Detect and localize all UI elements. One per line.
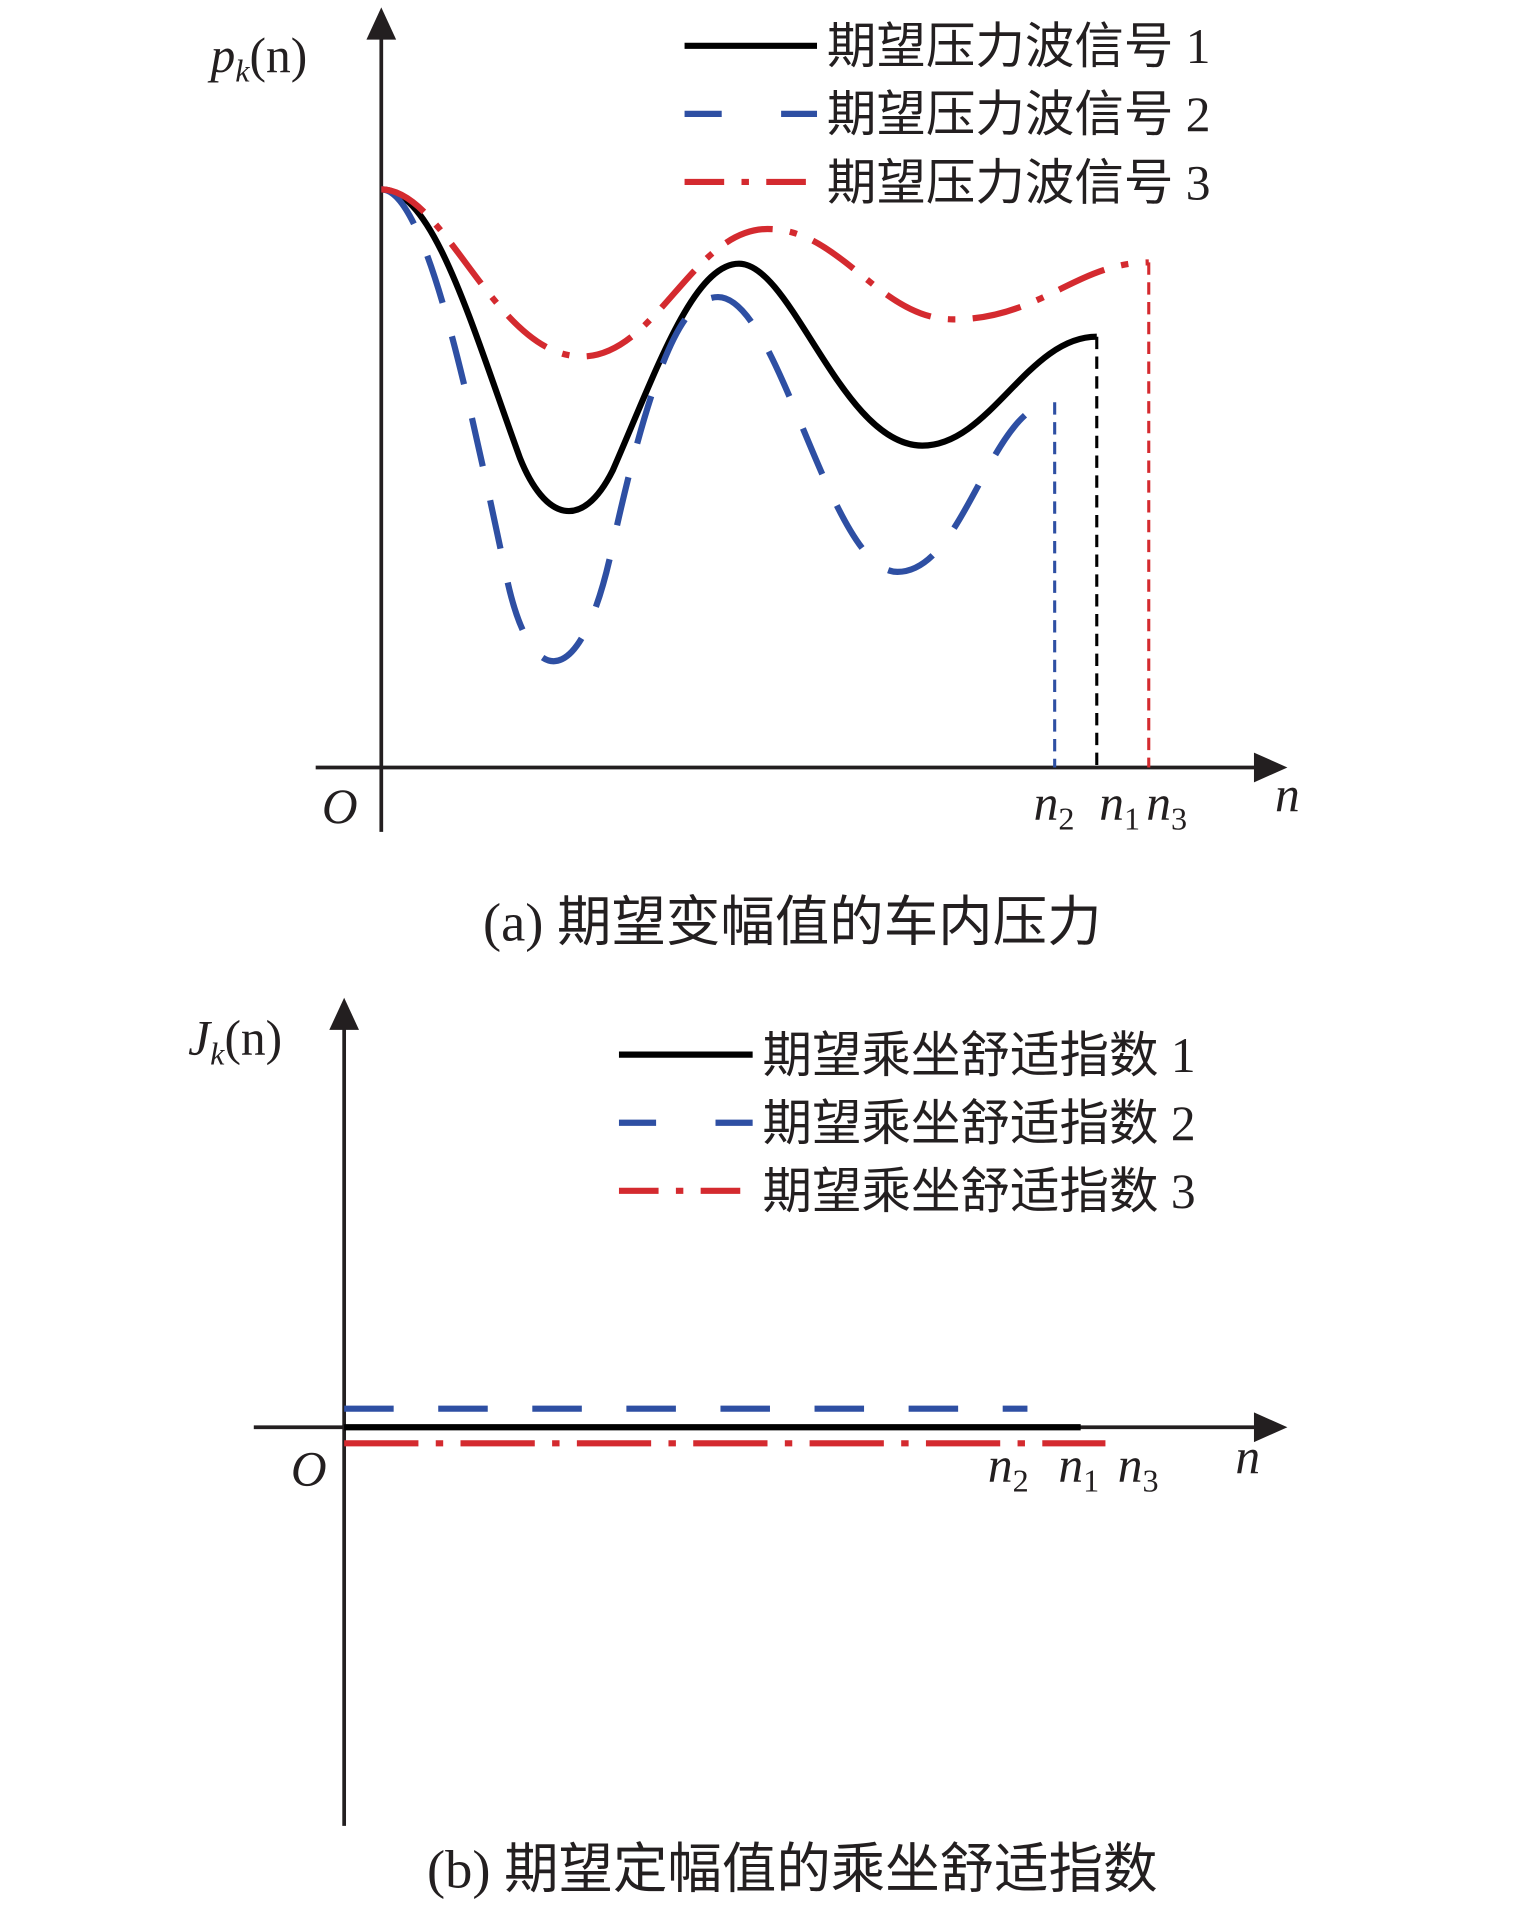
y-label-sub: k (210, 1036, 225, 1072)
caption: (b) 期望定幅值的乘坐舒适指数 (427, 1839, 1158, 1900)
end-label: n1 (1058, 1438, 1099, 1499)
x-label: n (1275, 767, 1300, 822)
end-sub: 1 (1083, 1463, 1099, 1499)
panel-b: Jk(n) O n n2 n1 n3 期望乘坐舒适指数 1 期望乘坐舒适指数 2… (188, 997, 1288, 1900)
end-sym: n (1058, 1438, 1083, 1493)
end-label: n3 (1146, 775, 1187, 836)
end-sym: n (988, 1438, 1013, 1493)
y-arrow (366, 7, 397, 40)
end-label: n2 (988, 1438, 1029, 1499)
x-arrow (1253, 1412, 1288, 1443)
legend-label: 期望乘坐舒适指数 1 (763, 1028, 1196, 1083)
caption: (a) 期望变幅值的车内压力 (483, 892, 1102, 953)
origin-label: O (291, 1441, 327, 1496)
y-label-arg: (n) (249, 28, 307, 83)
panel-a: pk(n) O n n2 n1 n3 期望压力波信号 1 期望压力波信号 2 期… (207, 7, 1300, 953)
legend-label: 期望压力波信号 1 (827, 19, 1211, 74)
y-label-arg: (n) (224, 1011, 282, 1066)
curve-3 (381, 186, 1149, 360)
y-label-sub: k (235, 53, 250, 89)
end-sub: 3 (1143, 1463, 1159, 1499)
end-label: n2 (1034, 775, 1075, 836)
end-label: n3 (1118, 1438, 1159, 1499)
y-label-symbol: J (188, 1011, 212, 1066)
legend-label: 期望压力波信号 2 (827, 87, 1211, 142)
end-sym: n (1146, 775, 1171, 830)
curve-2 (380, 186, 1055, 665)
legend-label: 期望乘坐舒适指数 3 (763, 1164, 1196, 1219)
y-arrow (329, 997, 360, 1030)
origin-label: O (322, 779, 358, 834)
end-sym: n (1034, 775, 1059, 830)
end-sym: n (1099, 775, 1124, 830)
legend-label: 期望压力波信号 3 (827, 155, 1211, 210)
end-sub: 3 (1171, 800, 1187, 836)
y-label: pk(n) (207, 28, 307, 89)
x-label: n (1235, 1429, 1260, 1484)
x-arrow (1253, 752, 1288, 783)
end-sub: 2 (1013, 1463, 1029, 1499)
curve-1 (381, 186, 1097, 515)
y-label-symbol: p (207, 28, 235, 83)
end-sub: 2 (1058, 800, 1074, 836)
y-label: Jk(n) (188, 1011, 282, 1072)
end-sym: n (1118, 1438, 1143, 1493)
end-sub: 1 (1124, 800, 1140, 836)
end-label: n1 (1099, 775, 1140, 836)
legend-label: 期望乘坐舒适指数 2 (763, 1096, 1196, 1151)
